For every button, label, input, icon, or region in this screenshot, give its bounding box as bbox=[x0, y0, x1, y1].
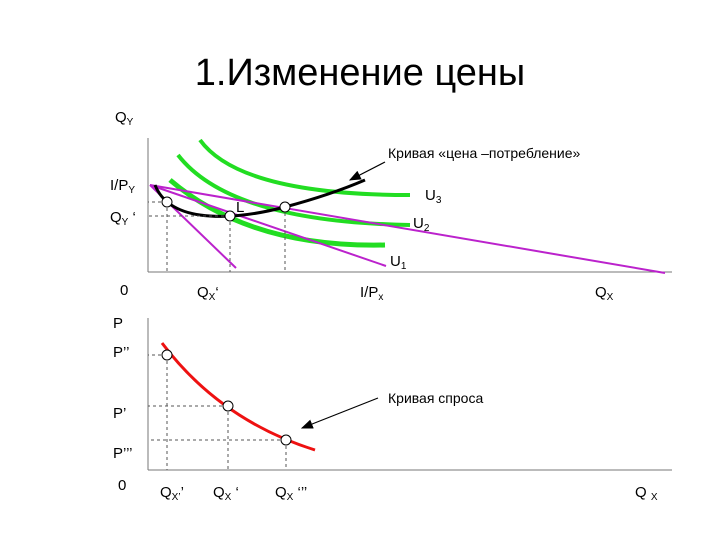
label-text: U bbox=[413, 215, 424, 232]
label: P’’ bbox=[113, 344, 129, 361]
label-text: I/P bbox=[360, 284, 378, 301]
price-consumption-curve bbox=[153, 178, 366, 218]
subscript: X’ bbox=[172, 492, 181, 503]
label: I/PY bbox=[110, 177, 135, 196]
label: P’ bbox=[113, 405, 126, 422]
subscript: X bbox=[225, 492, 232, 503]
label-text: ‘ bbox=[231, 484, 239, 501]
point bbox=[161, 349, 173, 361]
title: 1.Изменение цены bbox=[195, 52, 525, 94]
label-text: Q bbox=[275, 484, 287, 501]
label: QX ‘ bbox=[213, 484, 239, 503]
label-text: P bbox=[113, 315, 123, 332]
subscript: X bbox=[209, 292, 216, 303]
label-text: P’’ bbox=[113, 344, 129, 361]
point bbox=[279, 201, 291, 213]
label-text: Q bbox=[110, 209, 122, 226]
annotation: Кривая «цена –потребление» bbox=[388, 145, 580, 161]
label-text: Q bbox=[213, 484, 225, 501]
label: L bbox=[236, 199, 244, 216]
label-text: I/P bbox=[110, 177, 128, 194]
label-text: U bbox=[390, 253, 401, 270]
bottom-chart: Кривая спроса bbox=[147, 318, 672, 471]
label: QY bbox=[115, 109, 134, 128]
guide-lines bbox=[148, 354, 287, 470]
arrow bbox=[300, 397, 379, 429]
label-text: Q bbox=[635, 484, 651, 501]
label: QX ‘’’ bbox=[275, 484, 307, 503]
label-text: Q bbox=[197, 284, 209, 301]
label-text: ’ bbox=[181, 484, 184, 501]
label: U1 bbox=[390, 253, 407, 272]
label: U2 bbox=[413, 215, 430, 234]
label: QX’’ bbox=[160, 484, 184, 503]
subscript: Y bbox=[122, 217, 129, 228]
annotation: Кривая спроса bbox=[388, 390, 483, 406]
label-text: ‘ bbox=[215, 284, 218, 301]
label: QX‘ bbox=[197, 284, 219, 303]
indifference-curve bbox=[176, 153, 411, 227]
label: Q X bbox=[635, 484, 658, 503]
subscript: 2 bbox=[424, 223, 430, 234]
subscript: 3 bbox=[436, 195, 442, 206]
label: I/Px bbox=[360, 284, 383, 303]
label: P bbox=[113, 315, 123, 332]
label: P’’’ bbox=[113, 445, 132, 462]
point bbox=[224, 210, 236, 222]
budget-line bbox=[149, 184, 387, 267]
label-text: Q bbox=[160, 484, 172, 501]
indifference-curve bbox=[198, 138, 411, 197]
label-text: L bbox=[236, 199, 244, 216]
point bbox=[222, 400, 234, 412]
top-chart: Кривая «цена –потребление» bbox=[147, 138, 672, 274]
label-text: ‘’’ bbox=[293, 484, 307, 501]
budget-line bbox=[149, 184, 666, 274]
subscript: Y bbox=[127, 117, 134, 128]
point bbox=[161, 196, 173, 208]
label-text: Q bbox=[115, 109, 127, 126]
demand-curve bbox=[160, 342, 316, 452]
subscript: X bbox=[287, 492, 294, 503]
label: 0 bbox=[120, 282, 128, 299]
label: U3 bbox=[425, 187, 442, 206]
label-text: P’ bbox=[113, 405, 126, 422]
indifference-curve bbox=[168, 178, 386, 248]
point bbox=[280, 434, 292, 446]
label-text: Q bbox=[595, 284, 607, 301]
arrow bbox=[348, 161, 386, 181]
subscript: Y bbox=[128, 185, 135, 196]
label: QX bbox=[595, 284, 614, 303]
label-text: ‘ bbox=[128, 209, 136, 226]
subscript: x bbox=[378, 292, 383, 303]
subscript: X bbox=[607, 292, 614, 303]
label-text: P’’’ bbox=[113, 445, 132, 462]
subscript: X bbox=[651, 492, 658, 503]
subscript: 1 bbox=[401, 261, 407, 272]
label: QY ‘ bbox=[110, 209, 136, 228]
label-text: 0 bbox=[118, 477, 126, 494]
label: 0 bbox=[118, 477, 126, 494]
label-text: 0 bbox=[120, 282, 128, 299]
label-text: U bbox=[425, 187, 436, 204]
